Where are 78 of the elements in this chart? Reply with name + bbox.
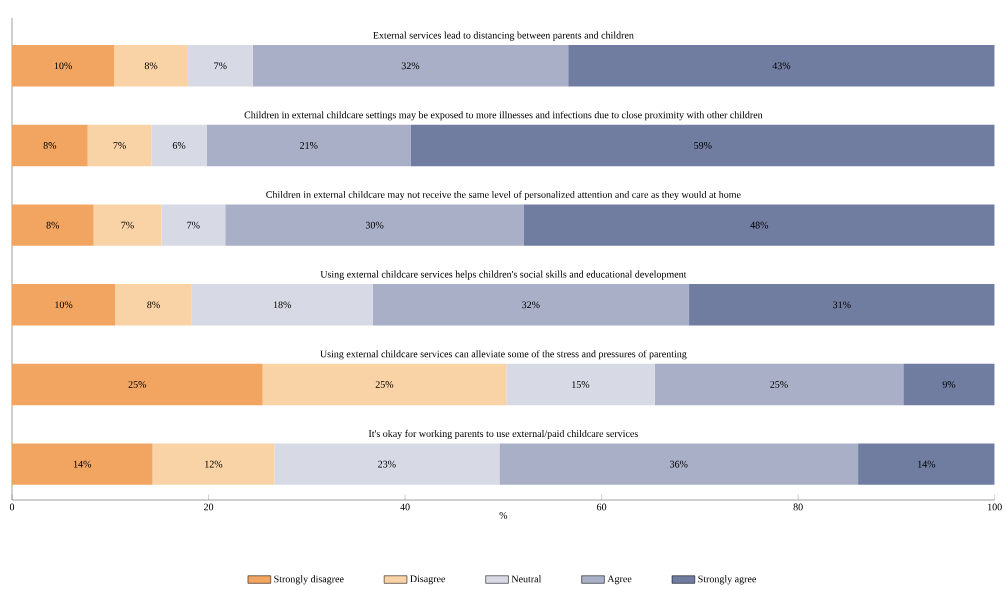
data-label: 25% <box>375 381 394 388</box>
bar <box>262 363 507 406</box>
bar <box>12 363 263 406</box>
bar <box>274 443 500 485</box>
data-label: 7% <box>187 221 200 229</box>
bar <box>858 443 995 485</box>
bar <box>568 45 995 87</box>
legend-label: Agree <box>607 575 632 585</box>
data-label: 23% <box>378 460 396 468</box>
legend-label: Disagree <box>410 575 446 585</box>
y-tick-label: It's okay for working parents to use external/paid childcare services <box>368 429 638 440</box>
bar <box>654 363 904 406</box>
bar <box>410 124 995 167</box>
data-label: 12% <box>205 460 223 468</box>
data-label: 32% <box>522 301 540 309</box>
bar <box>12 124 88 167</box>
data-label: 7% <box>214 62 227 70</box>
data-label: 18% <box>273 301 292 309</box>
data-label: 48% <box>750 221 769 229</box>
bar <box>151 124 207 167</box>
y-tick-label: Children in external childcare settings may be exposed to more illnesses and infections due to close proximity with other children <box>244 111 763 121</box>
data-label: 8% <box>147 301 160 309</box>
data-label: 10% <box>54 62 72 70</box>
y-tick-label: Using external childcare services can alleviate some of the stress and pressures of parenting <box>320 350 687 360</box>
bar <box>372 284 690 326</box>
bar <box>523 204 995 246</box>
data-label: 10% <box>55 301 73 309</box>
x-axis-title: % <box>499 511 508 519</box>
data-label: 7% <box>121 221 134 229</box>
x-tick-label: 40 <box>400 503 410 511</box>
data-label: 59% <box>694 142 712 149</box>
data-label: 14% <box>73 460 92 468</box>
legend-label: Strongly disagree <box>274 575 344 585</box>
data-label: 21% <box>300 142 318 149</box>
bar <box>506 363 655 406</box>
data-label: 36% <box>670 460 688 468</box>
bar <box>115 284 192 326</box>
bar <box>689 284 995 326</box>
bar <box>114 45 188 87</box>
x-tick-label: 20 <box>203 503 214 511</box>
bar <box>93 204 162 246</box>
bar <box>12 204 94 246</box>
data-label: 31% <box>833 301 851 309</box>
x-tick-label: 100 <box>988 503 1002 511</box>
x-tick-label: 0 <box>9 503 15 511</box>
bar <box>252 45 569 87</box>
bar <box>152 443 275 485</box>
bar <box>12 284 116 326</box>
legend-label: Strongly agree <box>698 575 756 585</box>
bar <box>206 124 411 167</box>
data-label: 14% <box>918 460 936 468</box>
data-label: 25% <box>128 381 147 388</box>
bar <box>903 363 995 406</box>
data-label: 30% <box>365 221 384 229</box>
data-label: 25% <box>770 381 788 388</box>
data-label: 6% <box>172 142 186 149</box>
y-tick-label: Using external childcare services helps children's social skills and educational development <box>320 270 687 280</box>
y-tick-label: External services lead to distancing between parents and children <box>373 31 634 41</box>
legend-label: Neutral <box>511 575 542 583</box>
data-label: 7% <box>113 142 126 149</box>
data-label: 8% <box>144 62 158 70</box>
x-tick-label: 60 <box>597 503 607 511</box>
data-label: 8% <box>46 221 60 229</box>
data-label: 9% <box>942 381 956 388</box>
bar <box>87 124 152 167</box>
bar <box>12 45 115 87</box>
y-tick-label: Children in external childcare may not receive the same level of personalized attention and care as they would at home <box>266 190 741 201</box>
data-label: 15% <box>572 381 590 388</box>
bar <box>187 45 253 87</box>
x-tick-label: 80 <box>793 503 803 511</box>
bar <box>225 204 524 246</box>
bar <box>12 443 153 485</box>
bar <box>499 443 859 485</box>
bar <box>161 204 226 246</box>
data-label: 32% <box>401 62 420 70</box>
data-label: 8% <box>43 142 57 149</box>
data-label: 43% <box>772 62 791 70</box>
bar <box>191 284 373 326</box>
